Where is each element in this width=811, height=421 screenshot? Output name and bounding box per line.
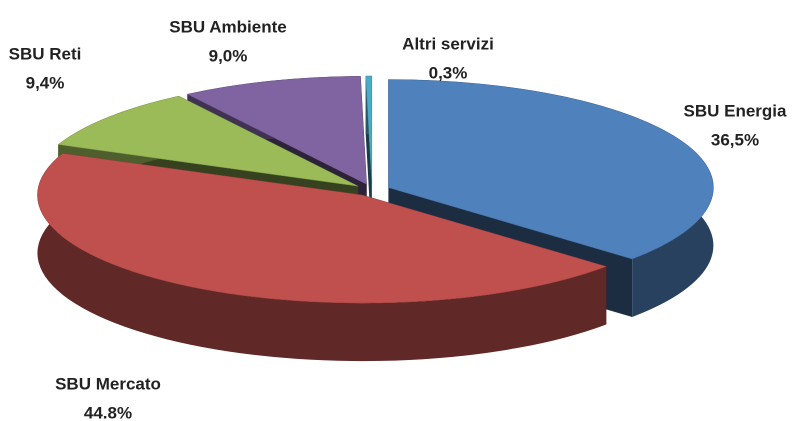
slice <box>365 75 373 185</box>
slice <box>186 76 367 185</box>
data-label-value: 44.8% <box>84 403 132 421</box>
data-label-name: SBU Energia <box>684 101 788 120</box>
data-label-value: 36,5% <box>711 130 759 149</box>
slice <box>57 95 359 187</box>
slice <box>388 79 714 260</box>
data-label-value: 9,0% <box>209 46 248 65</box>
data-label-name: Altri servizi <box>402 34 494 53</box>
slice <box>37 153 608 304</box>
data-label-name: SBU Reti <box>9 44 82 63</box>
data-label-value: 9,4% <box>26 73 65 92</box>
slice-side <box>37 153 607 362</box>
data-label-name: SBU Ambiente <box>169 17 286 36</box>
data-label-name: SBU Mercato <box>55 374 161 393</box>
data-label-value: 0,3% <box>429 63 468 82</box>
